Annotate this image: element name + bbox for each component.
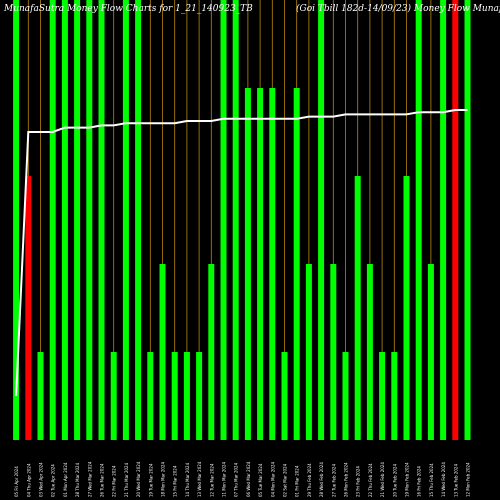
x-tick-label: 29 Thu Feb 2024 (307, 463, 312, 497)
x-tick-label: 07 Thu Mar 2024 (234, 462, 239, 497)
x-tick-label: 22 Thu Feb 2024 (368, 463, 373, 497)
x-tick-label: 19 Tue Mar 2024 (148, 463, 153, 497)
x-tick-label: 05 Fri Apr 2024 (14, 466, 19, 497)
x-tick-label: 27 Tue Feb 2024 (331, 464, 336, 497)
x-tick-label: 04 Thu Apr 2024 (26, 463, 31, 497)
bar-25 (318, 0, 325, 440)
x-tick-label: 15 Fri Mar 2024 (173, 465, 178, 497)
bars (13, 0, 471, 440)
bar-17 (220, 0, 227, 440)
bar-31 (391, 352, 398, 440)
x-tick-label: 02 Tue Apr 2024 (51, 464, 56, 497)
bar-10 (135, 0, 142, 440)
x-tick-label: 01 Fri Mar 2024 (295, 465, 300, 497)
bar-0 (13, 0, 20, 440)
x-tick-label: 15 Thu Feb 2024 (429, 463, 434, 497)
x-tick-label: 04 Mon Mar 2024 (270, 461, 275, 497)
bar-33 (415, 0, 422, 440)
x-tick-label: 02 Sat Mar 2024 (283, 463, 288, 497)
bar-18 (232, 0, 239, 440)
bar-20 (257, 88, 264, 440)
bar-15 (196, 352, 203, 440)
x-tick-label: 19 Mon Feb 2024 (405, 462, 410, 497)
x-axis-labels: 05 Fri Apr 2024 04 Thu Apr 2024 03 Wed Apr… (14, 461, 470, 497)
x-tick-label: 06 Wed Mar 2024 (246, 461, 251, 497)
x-tick-label: 01 Mon Apr 2024 (63, 462, 68, 497)
bar-9 (122, 0, 129, 440)
x-tick-label: 23 Fri Feb 2024 (356, 466, 361, 497)
bar-8 (110, 352, 117, 440)
bar-12 (159, 264, 166, 440)
bar-26 (330, 264, 337, 440)
x-tick-label: 13 Wed Mar 2024 (197, 461, 202, 497)
bar-23 (293, 88, 300, 440)
x-tick-label: 12 Tue Mar 2024 (209, 463, 214, 497)
bar-27 (342, 352, 349, 440)
x-tick-label: 27 Wed Mar 2024 (87, 461, 92, 497)
x-tick-label: 22 Fri Mar 2024 (112, 465, 117, 497)
x-tick-label: 14 Thu Mar 2024 (185, 462, 190, 497)
bar-24 (305, 264, 312, 440)
bar-28 (354, 176, 361, 440)
x-tick-label: 21 Wed Feb 2024 (380, 462, 385, 497)
bar-35 (440, 0, 447, 440)
bar-32 (403, 176, 410, 440)
x-tick-label: 20 Wed Mar 2024 (136, 461, 141, 497)
x-tick-label: 11 Mon Mar 2024 (222, 461, 227, 497)
bar-37 (464, 0, 471, 440)
bar-14 (183, 352, 190, 440)
bar-30 (379, 352, 386, 440)
bar-7 (98, 0, 105, 440)
x-tick-label: 18 Mon Mar 2024 (161, 461, 166, 497)
bar-36 (452, 0, 459, 440)
money-flow-line (15, 109, 468, 397)
chart-title-left: MunafaSutra Money Flow Charts for 1_21_1… (4, 4, 253, 14)
x-tick-label: 03 Wed Apr 2024 (39, 462, 44, 497)
bar-1 (25, 176, 32, 440)
x-tick-label: 20 Tue Feb 2024 (392, 464, 397, 497)
x-tick-label: 26 Tue Mar 2024 (100, 463, 105, 497)
bar-34 (427, 264, 434, 440)
bar-2 (37, 352, 44, 440)
x-tick-label: 26 Mon Feb 2024 (344, 462, 349, 497)
bar-29 (366, 264, 373, 440)
x-tick-label: 21 Thu Mar 2024 (124, 462, 129, 497)
bar-16 (208, 264, 215, 440)
x-tick-label: 12 Mon Feb 2024 (466, 462, 471, 497)
bar-19 (244, 88, 251, 440)
bar-21 (269, 88, 276, 440)
x-tick-label: 13 Tue Feb 2024 (453, 464, 458, 497)
bar-13 (171, 352, 178, 440)
money-flow-line-group (15, 109, 468, 397)
bar-5 (74, 0, 81, 440)
chart-title-right: (Goi Tbill 182d-14/09/23) Money Flow Mun… (296, 4, 500, 14)
x-tick-label: 28 Wed Feb 2024 (319, 462, 324, 497)
bar-11 (147, 352, 154, 440)
x-tick-label: 05 Tue Mar 2024 (258, 463, 263, 497)
x-tick-label: 16 Fri Feb 2024 (417, 466, 422, 497)
bar-3 (49, 0, 56, 440)
bar-6 (86, 0, 93, 440)
x-tick-label: 28 Thu Mar 2024 (75, 462, 80, 497)
bar-4 (61, 0, 68, 440)
x-tick-label: 14 Wed Feb 2024 (441, 462, 446, 497)
bar-22 (281, 352, 288, 440)
